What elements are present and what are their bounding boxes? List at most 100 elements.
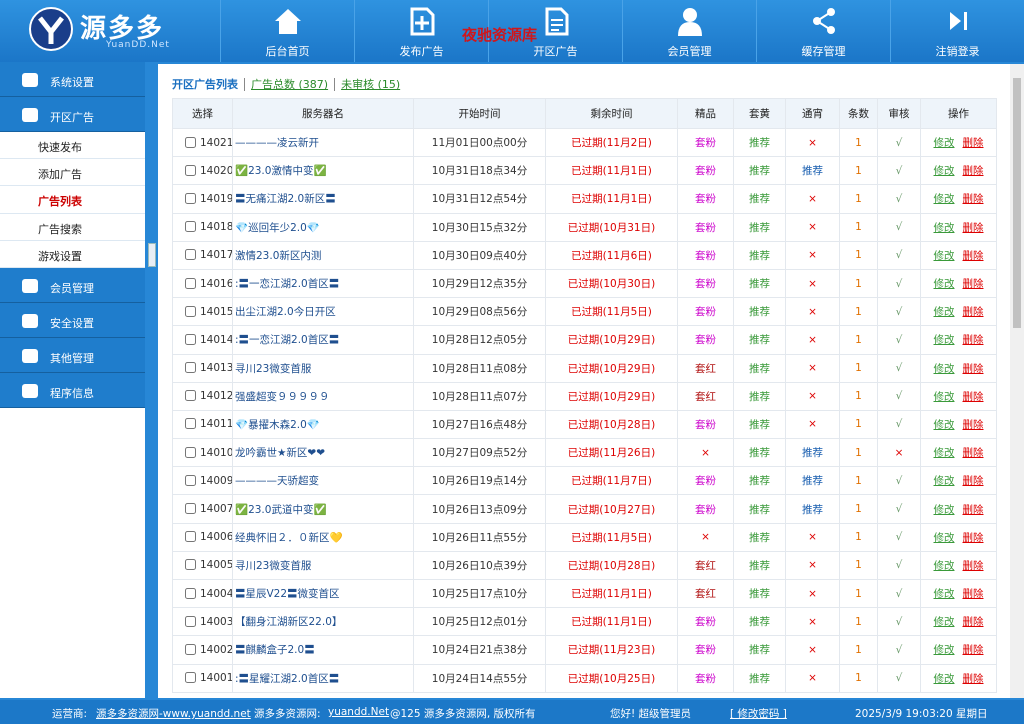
nav-item[interactable]: 开区广告 [488,0,622,62]
scrollbar[interactable] [1010,64,1024,698]
sidebar-toggle[interactable] [148,243,156,267]
site-link[interactable]: yuandd.Net [328,706,390,718]
select-cell: 14021 [172,127,233,158]
menu-item[interactable]: 会员管理 [0,267,145,303]
delete-link[interactable]: 删除 [962,531,984,544]
remaining-time: 已过期(10月31日) [545,212,678,242]
tab-pending[interactable]: 未审核 (15) [334,78,407,91]
row-checkbox[interactable] [185,474,196,486]
delete-link[interactable]: 删除 [962,137,984,150]
nav-item[interactable]: 缓存管理 [756,0,890,62]
menu-item[interactable]: 开区广告 [0,97,145,132]
edit-link[interactable]: 修改 [933,390,955,403]
select-cell: 14012 [172,381,233,411]
nav-item[interactable]: 发布广告 [354,0,488,62]
edit-link[interactable]: 修改 [933,221,955,234]
delete-link[interactable]: 删除 [962,165,984,178]
menu-item[interactable]: 其他管理 [0,337,145,373]
edit-link[interactable]: 修改 [933,306,955,319]
delete-link[interactable]: 删除 [962,644,984,657]
submenu-item[interactable]: 游戏设置 [0,240,145,268]
submenu-item[interactable]: 广告列表 [0,186,145,214]
operator-link[interactable]: 源多多资源网-www.yuandd.net [96,708,251,720]
row-checkbox[interactable] [185,362,196,374]
delete-link[interactable]: 删除 [962,390,984,403]
edit-link[interactable]: 修改 [933,334,955,347]
delete-link[interactable]: 删除 [962,306,984,319]
edit-link[interactable]: 修改 [933,644,955,657]
nav-item[interactable]: 注销登录 [890,0,1024,62]
delete-link[interactable]: 删除 [962,221,984,234]
edit-link[interactable]: 修改 [933,559,955,572]
delete-link[interactable]: 删除 [962,418,984,431]
row-checkbox[interactable] [185,503,196,515]
row-checkbox[interactable] [185,531,196,543]
menu-item[interactable]: 安全设置 [0,302,145,338]
delete-link[interactable]: 删除 [962,588,984,601]
edit-link[interactable]: 修改 [933,137,955,150]
edit-link[interactable]: 修改 [933,418,955,431]
delete-link[interactable]: 删除 [962,447,984,460]
row-checkbox[interactable] [185,277,196,289]
cell-num: 1 [839,127,878,158]
row-checkbox[interactable] [185,192,196,204]
scroll-thumb[interactable] [1013,78,1021,328]
row-checkbox[interactable] [185,643,196,655]
delete-link[interactable]: 删除 [962,559,984,572]
cell-jp: 套粉 [677,212,734,242]
cell-sh: √ [877,268,921,299]
submenu-item[interactable]: 添加广告 [0,159,145,187]
edit-link[interactable]: 修改 [933,249,955,262]
row-checkbox[interactable] [185,249,196,261]
delete-link[interactable]: 删除 [962,475,984,488]
edit-link[interactable]: 修改 [933,475,955,488]
row-checkbox[interactable] [185,446,196,458]
nav-label: 注销登录 [935,45,980,58]
menu-item[interactable]: 系统设置 [0,62,145,97]
delete-link[interactable]: 删除 [962,278,984,291]
row-checkbox[interactable] [185,672,196,684]
delete-link[interactable]: 删除 [962,672,984,685]
row-checkbox[interactable] [185,305,196,317]
delete-link[interactable]: 删除 [962,616,984,629]
edit-link[interactable]: 修改 [933,362,955,375]
edit-link[interactable]: 修改 [933,531,955,544]
select-cell: 14010 [172,438,233,468]
edit-link[interactable]: 修改 [933,165,955,178]
menu-label: 会员管理 [50,281,94,295]
cell-num: 1 [839,381,878,411]
edit-link[interactable]: 修改 [933,588,955,601]
edit-link[interactable]: 修改 [933,503,955,516]
watermark: 夜驰资源库 [462,26,538,44]
row-checkbox[interactable] [185,587,196,599]
submenu-item[interactable]: 广告搜索 [0,213,145,241]
tab-current[interactable]: 开区广告列表 [172,78,238,91]
edit-link[interactable]: 修改 [933,616,955,629]
edit-link[interactable]: 修改 [933,447,955,460]
submenu-item[interactable]: 快速发布 [0,132,145,160]
row-checkbox[interactable] [185,136,196,148]
change-password[interactable]: [ 修改密码 ] [730,708,787,720]
start-time: 10月26日13点09分 [413,494,546,524]
row-checkbox[interactable] [185,221,196,233]
tab-total[interactable]: 广告总数 (387) [244,78,335,91]
row-checkbox[interactable] [185,615,196,627]
edit-link[interactable]: 修改 [933,672,955,685]
delete-link[interactable]: 删除 [962,503,984,516]
table-row: 14012 强盛超变９９９９９ 10月28日11点07分 已过期(10月29日) 套红推… [172,381,997,411]
row-checkbox[interactable] [185,418,196,430]
nav-item[interactable]: 会员管理 [622,0,756,62]
edit-link[interactable]: 修改 [933,278,955,291]
row-id: 14019 [200,192,233,205]
delete-link[interactable]: 删除 [962,334,984,347]
delete-link[interactable]: 删除 [962,362,984,375]
menu-item[interactable]: 程序信息 [0,372,145,408]
delete-link[interactable]: 删除 [962,249,984,262]
edit-link[interactable]: 修改 [933,193,955,206]
row-checkbox[interactable] [185,333,196,345]
row-checkbox[interactable] [185,164,196,176]
row-checkbox[interactable] [185,390,196,402]
delete-link[interactable]: 删除 [962,193,984,206]
nav-item[interactable]: 后台首页 [220,0,354,62]
row-checkbox[interactable] [185,559,196,571]
